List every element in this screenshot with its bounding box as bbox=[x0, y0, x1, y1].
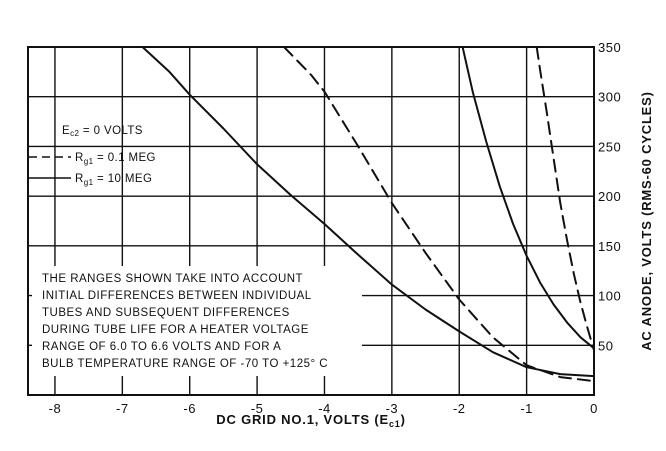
y-tick-label: 150 bbox=[598, 239, 621, 254]
legend-title-suffix: = 0 VOLTS bbox=[79, 125, 143, 137]
annotation-line-3: TUBES AND SUBSEQUENT DIFFERENCES bbox=[42, 307, 290, 319]
series-layer bbox=[141, 46, 595, 383]
x-tick-label: -6 bbox=[183, 401, 196, 416]
x-axis-label-close: ) bbox=[401, 412, 406, 427]
annotation-line-1: THE RANGES SHOWN TAKE INTO ACCOUNT bbox=[42, 273, 303, 285]
x-tick-label: 0 bbox=[590, 401, 598, 416]
legend: Ec2 = 0 VOLTS Rg1 = 0.1 MEG Rg1 = 10 MEG bbox=[29, 125, 156, 187]
x-tick-label: -1 bbox=[520, 401, 533, 416]
x-axis-label-subscript: c1 bbox=[389, 419, 401, 429]
x-tick-label: -8 bbox=[49, 401, 62, 416]
dashed-curve-1 bbox=[283, 46, 595, 383]
y-axis-label: AC ANODE, VOLTS (RMS-60 CYCLES) bbox=[639, 91, 654, 351]
y-tick-label: 50 bbox=[598, 338, 613, 353]
legend-title: Ec2 = 0 VOLTS bbox=[62, 125, 143, 138]
legend-dashed-prefix: R bbox=[75, 152, 84, 164]
legend-solid-prefix: R bbox=[75, 173, 84, 185]
legend-solid-suffix: = 10 MEG bbox=[93, 173, 152, 185]
legend-solid-subscript: g1 bbox=[84, 178, 94, 187]
solid-curve-2 bbox=[461, 46, 595, 350]
annotation-line-4: DURING TUBE LIFE FOR A HEATER VOLTAGE bbox=[42, 324, 309, 336]
y-tick-label: 250 bbox=[598, 139, 621, 154]
legend-title-subscript: c2 bbox=[70, 129, 79, 138]
y-tick-label: 350 bbox=[598, 40, 621, 55]
y-tick-label: 100 bbox=[598, 289, 621, 304]
x-tick-label: -4 bbox=[318, 401, 331, 416]
annotation-background bbox=[32, 266, 362, 376]
legend-solid-label: Rg1 = 10 MEG bbox=[75, 173, 152, 187]
annotation-line-2: INITIAL DIFFERENCES BETWEEN INDIVIDUAL bbox=[42, 290, 312, 302]
y-tick-labels: 50 100 150 200 250 300 350 bbox=[598, 40, 621, 353]
dashed-curve-3 bbox=[535, 46, 595, 352]
annotation-note: THE RANGES SHOWN TAKE INTO ACCOUNT INITI… bbox=[32, 266, 362, 376]
legend-dashed-subscript: g1 bbox=[84, 157, 94, 166]
x-tick-label: -5 bbox=[251, 401, 264, 416]
x-axis-label-main: DC GRID NO.1, VOLTS (E bbox=[216, 412, 389, 427]
x-tick-label: -7 bbox=[116, 401, 129, 416]
legend-title-prefix: E bbox=[62, 125, 70, 137]
legend-dashed-label: Rg1 = 0.1 MEG bbox=[75, 152, 156, 166]
x-tick-label: -2 bbox=[453, 401, 466, 416]
x-tick-labels: -8 -7 -6 -5 -4 -3 -2 -1 0 bbox=[49, 401, 598, 416]
x-axis-label: DC GRID NO.1, VOLTS (Ec1) bbox=[216, 412, 405, 429]
x-tick-label: -3 bbox=[386, 401, 399, 416]
legend-dashed-suffix: = 0.1 MEG bbox=[93, 152, 155, 164]
annotation-line-5: RANGE OF 6.0 TO 6.6 VOLTS AND FOR A bbox=[42, 341, 281, 353]
y-tick-label: 300 bbox=[598, 90, 621, 105]
solid-curve-0 bbox=[141, 46, 595, 378]
annotation-line-6: BULB TEMPERATURE RANGE OF -70 TO +125° C bbox=[42, 358, 328, 370]
plot-frame bbox=[27, 46, 595, 396]
y-tick-label: 200 bbox=[598, 189, 621, 204]
